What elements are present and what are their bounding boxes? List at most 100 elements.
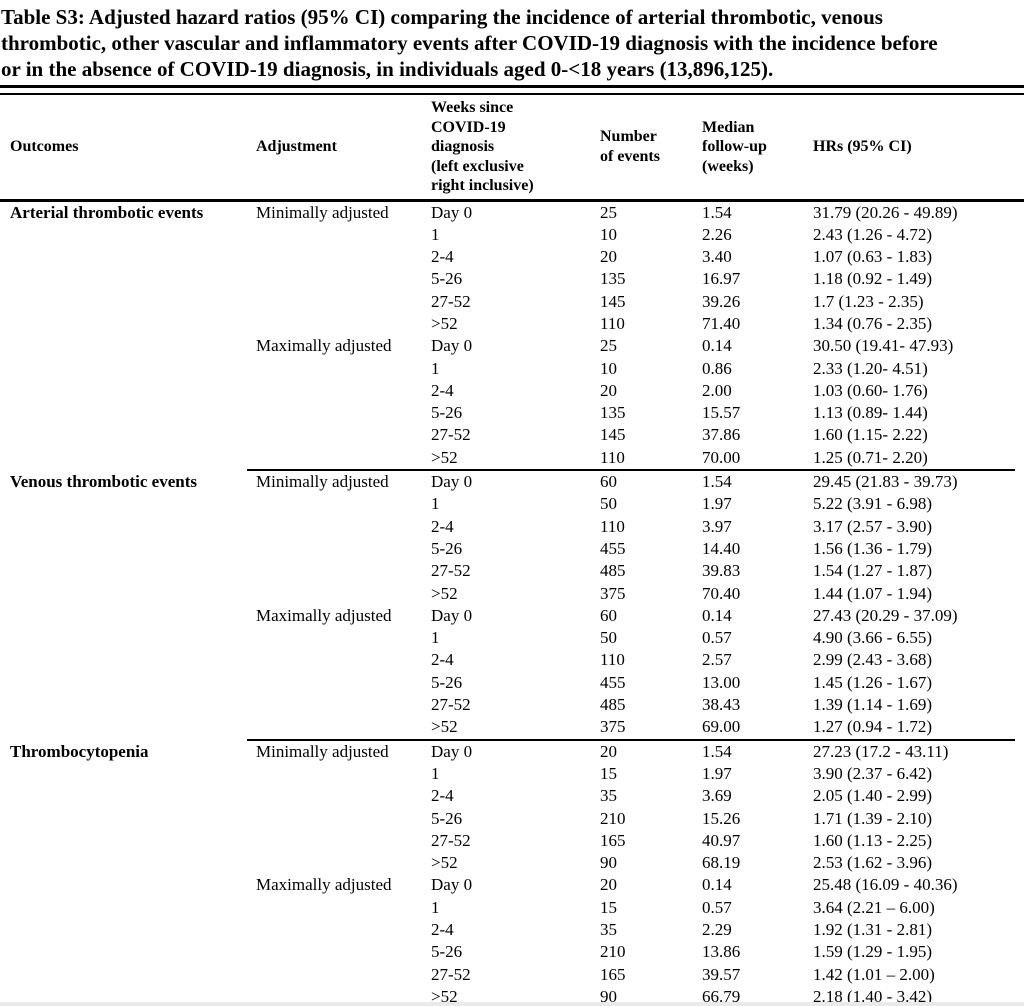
title-line-3: or in the absence of COVID-19 diagnosis,… [1,57,774,81]
table-top-rule-thick [0,85,1024,88]
table-row: 5-26 135 15.57 1.13 (0.89- 1.44) [0,402,1024,424]
events-cell: 135 [600,403,626,423]
table-row: >52 90 68.19 2.53 (1.62 - 3.96) [0,852,1024,874]
median-cell: 39.57 [702,964,741,984]
table-row: 27-52 485 39.83 1.54 (1.27 - 1.87) [0,560,1024,582]
weeks-cell: 5-26 [431,538,463,558]
table-row: 1 50 0.57 4.90 (3.66 - 6.55) [0,627,1024,649]
hr-cell: 1.7 (1.23 - 2.35) [813,291,924,311]
median-cell: 14.40 [702,538,741,558]
weeks-cell: >52 [431,313,458,333]
median-cell: 15.57 [702,403,741,423]
median-cell: 0.14 [702,336,732,356]
median-cell: 13.00 [702,672,741,692]
table-row: 2-4 20 2.00 1.03 (0.60- 1.76) [0,380,1024,402]
weeks-cell: 2-4 [431,516,454,536]
table-row: 5-26 455 13.00 1.45 (1.26 - 1.67) [0,672,1024,694]
median-cell: 13.86 [702,942,741,962]
weeks-cell: >52 [431,986,458,1006]
table-row: 27-52 165 39.57 1.42 (1.01 – 2.00) [0,964,1024,986]
weeks-cell: 1 [431,358,440,378]
hr-cell: 1.60 (1.15- 2.22) [813,425,928,445]
hr-cell: 1.18 (0.92 - 1.49) [813,269,932,289]
hr-cell: 1.56 (1.36 - 1.79) [813,538,932,558]
median-cell: 0.57 [702,897,732,917]
median-cell: 1.54 [702,472,732,492]
table-row: 1 50 1.97 5.22 (3.91 - 6.98) [0,493,1024,515]
weeks-cell: Day 0 [431,741,473,761]
adjustment-cell: Maximally adjusted [256,875,392,895]
hr-cell: 1.92 (1.31 - 2.81) [813,920,932,939]
events-cell: 60 [600,472,617,492]
table-row: 1 15 0.57 3.64 (2.21 – 6.00) [0,897,1024,919]
median-cell: 66.79 [702,986,741,1006]
table-body: Arterial thrombotic events Minimally adju… [0,202,1024,1006]
events-cell: 60 [600,605,617,625]
events-cell: 90 [600,986,617,1006]
table-row: 2-4 110 2.57 2.99 (2.43 - 3.68) [0,649,1024,671]
table-row: 27-52 165 40.97 1.60 (1.13 - 2.25) [0,830,1024,852]
events-cell: 145 [600,291,626,311]
events-cell: 110 [600,313,625,333]
hr-cell: 1.13 (0.89- 1.44) [813,403,928,423]
hr-cell: 2.33 (1.20- 4.51) [813,358,928,378]
table-row: Venous thrombotic events Minimally adjust… [0,471,1024,493]
events-cell: 25 [600,336,617,356]
hr-cell: 2.18 (1.40 - 3.42) [813,986,932,1006]
table-row: 1 10 0.86 2.33 (1.20- 4.51) [0,358,1024,380]
hr-cell: 1.34 (0.76 - 2.35) [813,313,932,333]
weeks-cell: 27-52 [431,830,471,850]
hr-cell: 2.99 (2.43 - 3.68) [813,650,932,670]
column-header-outcomes: Outcomes [10,138,79,155]
hr-cell: 3.90 (2.37 - 6.42) [813,763,932,783]
hr-cell: 1.25 (0.71- 2.20) [813,447,928,467]
table-top-rule-thin [0,93,1024,95]
outcome-cell: Thrombocytopenia [10,741,149,761]
events-cell: 455 [600,538,626,558]
weeks-cell: Day 0 [431,605,473,625]
column-header-number-of-events: Number of events [600,128,660,165]
events-cell: 15 [600,897,617,917]
median-cell: 40.97 [702,830,741,850]
weeks-cell: 5-26 [431,269,463,289]
events-cell: 375 [600,717,626,737]
weeks-cell: Day 0 [431,472,473,492]
median-cell: 2.26 [702,224,732,244]
hr-cell: 25.48 (16.09 - 40.36) [813,875,958,895]
median-cell: 1.97 [702,494,732,514]
hr-cell: 29.45 (21.83 - 39.73) [813,472,958,492]
adjustment-cell: Minimally adjusted [256,741,389,761]
weeks-cell: 1 [431,224,440,244]
column-header-hrs-95ci: HRs (95% CI) [813,138,912,155]
events-cell: 455 [600,672,626,692]
median-cell: 0.86 [702,358,732,378]
median-cell: 38.43 [702,695,741,715]
median-cell: 70.40 [702,583,741,603]
table-row: 2-4 20 3.40 1.07 (0.63 - 1.83) [0,246,1024,268]
weeks-cell: 2-4 [431,380,454,400]
weeks-cell: 5-26 [431,942,463,962]
weeks-cell: 2-4 [431,247,454,267]
adjustment-cell: Minimally adjusted [256,472,389,492]
median-cell: 2.00 [702,380,732,400]
median-cell: 39.26 [702,291,741,311]
median-cell: 68.19 [702,853,741,873]
events-cell: 20 [600,247,617,267]
median-cell: 0.14 [702,605,732,625]
weeks-cell: Day 0 [431,202,473,222]
events-cell: 50 [600,628,617,648]
weeks-cell: 27-52 [431,425,471,445]
table-row: 27-52 485 38.43 1.39 (1.14 - 1.69) [0,694,1024,716]
table-row: >52 375 69.00 1.27 (0.94 - 1.72) [0,716,1024,738]
median-cell: 39.83 [702,561,741,581]
table-row: Thrombocytopenia Minimally adjusted Day 0 2… [0,741,1024,763]
hr-cell: 1.44 (1.07 - 1.94) [813,583,932,603]
weeks-cell: 2-4 [431,920,454,939]
hr-cell: 1.71 (1.39 - 2.10) [813,808,932,828]
events-cell: 145 [600,425,626,445]
hr-cell: 1.27 (0.94 - 1.72) [813,717,932,737]
events-cell: 165 [600,830,626,850]
table-row: 1 10 2.26 2.43 (1.26 - 4.72) [0,224,1024,246]
events-cell: 135 [600,269,626,289]
hr-cell: 1.59 (1.29 - 1.95) [813,942,932,962]
